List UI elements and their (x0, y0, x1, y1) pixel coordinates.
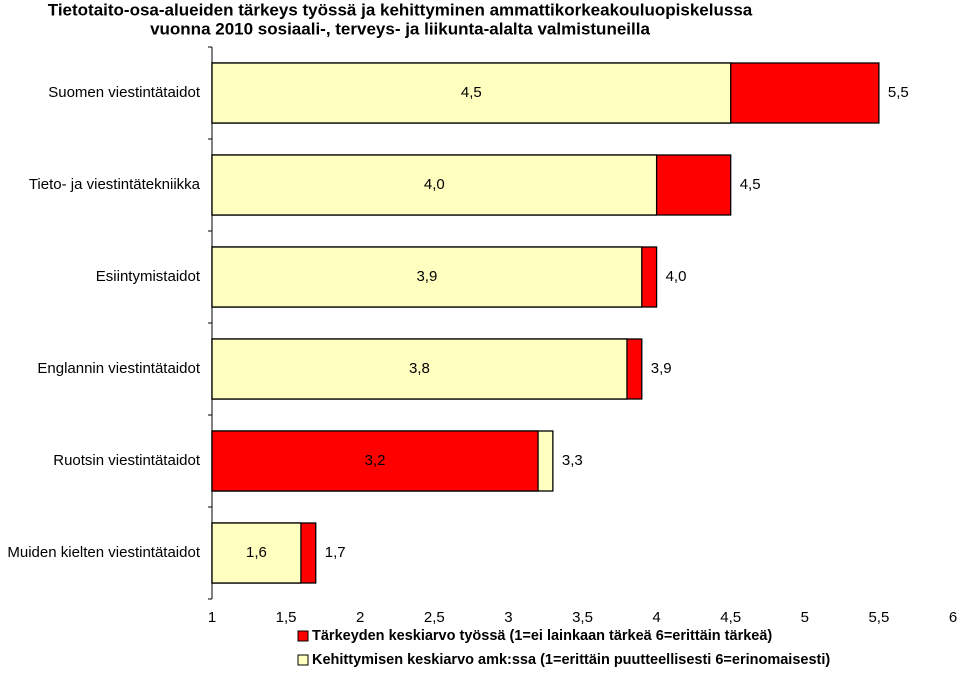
bar (211, 246, 643, 308)
bar (211, 430, 539, 492)
x-tick-label: 2 (356, 609, 364, 626)
value-label: 5,5 (888, 84, 909, 101)
value-label: 1,6 (246, 544, 267, 561)
legend: Tärkeyden keskiarvo työssä (1=ei lainkaa… (297, 628, 830, 668)
x-tick-label: 2,5 (424, 609, 445, 626)
value-label: 1,7 (325, 544, 346, 561)
x-tick-label: 5 (801, 609, 809, 626)
y-tick-label: Muiden kielten viestintätaidot (7, 544, 200, 561)
value-label: 4,5 (461, 84, 482, 101)
y-tick-label: Suomen viestintätaidot (48, 84, 201, 101)
value-label: 3,2 (365, 452, 386, 469)
legend-swatch (297, 654, 309, 666)
y-tick-label: Ruotsin viestintätaidot (53, 452, 201, 469)
value-label: 4,0 (424, 176, 445, 193)
x-tick-label: 5,5 (868, 609, 889, 626)
bar (211, 62, 732, 124)
x-tick-label: 4 (652, 609, 660, 626)
value-label: 3,9 (651, 360, 672, 377)
value-label: 4,5 (740, 176, 761, 193)
x-tick-label: 1,5 (276, 609, 297, 626)
x-tick-label: 3,5 (572, 609, 593, 626)
bar (211, 522, 302, 584)
value-label: 3,9 (416, 268, 437, 285)
y-tick-label: Esiintymistaidot (96, 268, 201, 285)
y-tick-label: Englannin viestintätaidot (37, 360, 200, 377)
chart-title: vuonna 2010 sosiaali-, terveys- ja liiku… (150, 19, 650, 38)
bar (211, 154, 658, 216)
x-tick-label: 4,5 (720, 609, 741, 626)
legend-label: Tärkeyden keskiarvo työssä (1=ei lainkaa… (312, 628, 772, 644)
value-label: 4,0 (666, 268, 687, 285)
legend-label: Kehittymisen keskiarvo amk:ssa (1=erittä… (312, 652, 830, 668)
x-tick-label: 6 (949, 609, 957, 626)
chart-title: Tietotaito-osa-alueiden tärkeys työssä j… (48, 0, 753, 19)
value-label: 3,3 (562, 452, 583, 469)
bar (211, 338, 628, 400)
y-tick-label: Tieto- ja viestintätekniikka (29, 176, 201, 193)
value-label: 3,8 (409, 360, 430, 377)
x-tick-label: 1 (208, 609, 216, 626)
x-tick-label: 3 (504, 609, 512, 626)
legend-swatch (297, 630, 309, 642)
